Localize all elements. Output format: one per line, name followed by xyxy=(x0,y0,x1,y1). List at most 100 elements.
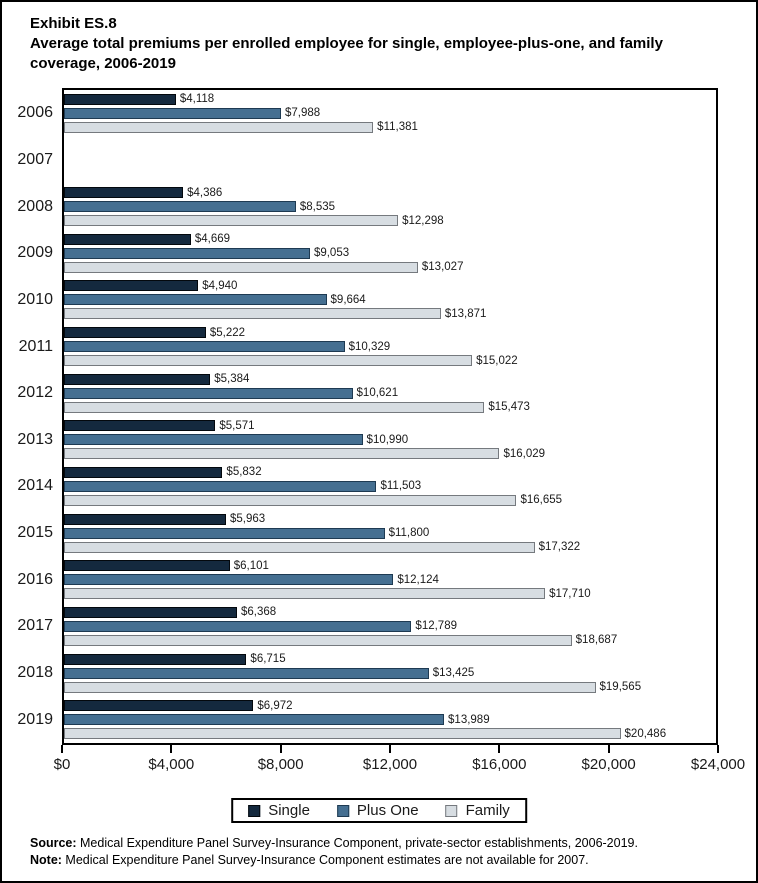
year-group-2008: 2008 $4,386 $8,535 $12,298 xyxy=(17,183,716,230)
legend-label-plus-one: Plus One xyxy=(356,802,419,819)
bar-plus-one-2014 xyxy=(64,480,377,492)
bar-single-2012 xyxy=(64,373,211,385)
bar-single-2006 xyxy=(64,93,176,105)
bar-family-2009 xyxy=(64,261,418,273)
bar-value-family-2019: $20,486 xyxy=(624,727,667,740)
bar-value-family-2010: $13,871 xyxy=(444,307,487,320)
bar-line-plus-one-2009: $9,053 xyxy=(64,247,716,260)
bar-single-2011 xyxy=(64,327,206,339)
bar-value-plus-one-2014: $11,503 xyxy=(380,480,422,493)
legend: Single Plus One Family xyxy=(231,798,527,823)
bar-line-single-2006: $4,118 xyxy=(64,93,716,106)
year-group-2013: 2013 $5,571 $10,990 $16,029 xyxy=(17,416,716,463)
bar-family-2008 xyxy=(64,215,399,227)
bar-value-family-2016: $17,710 xyxy=(549,587,591,600)
bar-line-family-2016: $17,710 xyxy=(64,587,716,600)
bar-line-single-2008: $4,386 xyxy=(64,187,716,199)
bar-value-plus-one-2010: $9,664 xyxy=(330,293,366,306)
title-block: Exhibit ES.8 Average total premiums per … xyxy=(30,14,718,74)
bar-value-plus-one-2019: $13,989 xyxy=(448,713,490,726)
year-label-2007: 2007 xyxy=(17,150,53,168)
year-label-2013: 2013 xyxy=(17,430,53,448)
bar-line-plus-one-2010: $9,664 xyxy=(64,293,716,306)
bar-family-2012 xyxy=(64,401,485,413)
legend-swatch-family xyxy=(445,804,458,817)
year-label-2010: 2010 xyxy=(17,290,53,308)
x-tick-label-6: $24,000 xyxy=(690,756,746,773)
year-label-2011: 2011 xyxy=(18,337,53,355)
bar-line-single-2012: $5,384 xyxy=(64,373,716,385)
x-tick-label-0: $0 xyxy=(53,756,71,773)
year-label-2017: 2017 xyxy=(17,617,53,635)
x-tick-label-4: $16,000 xyxy=(472,756,527,773)
bar-single-2014 xyxy=(64,466,223,478)
bar-family-2018 xyxy=(64,681,596,693)
bar-line-family-2018: $19,565 xyxy=(64,681,716,693)
bar-line-family-2014: $16,655 xyxy=(64,494,716,507)
bar-value-family-2018: $19,565 xyxy=(599,681,642,693)
bar-line-single-2007 xyxy=(64,140,716,151)
year-group-2011: 2011 $5,222 $10,329 $15,022 xyxy=(19,323,716,370)
year-label-2015: 2015 xyxy=(17,524,53,542)
bar-single-2018 xyxy=(64,653,247,665)
bar-line-plus-one-2006: $7,988 xyxy=(64,107,716,119)
bar-value-plus-one-2012: $10,621 xyxy=(356,387,399,400)
bar-value-family-2017: $18,687 xyxy=(575,634,618,647)
bar-value-single-2011: $5,222 xyxy=(209,326,246,339)
bar-value-family-2011: $15,022 xyxy=(476,354,518,367)
bar-plus-one-2016 xyxy=(64,574,394,586)
bar-single-2015 xyxy=(64,513,226,525)
bar-line-family-2010: $13,871 xyxy=(64,307,716,320)
x-axis: $0 $4,000 $8,000 $12,000 $16,000 $20,000 $24,0… xyxy=(54,745,745,781)
year-group-2014: 2014 $5,832 $11,503 $16,655 xyxy=(17,463,716,510)
legend-swatch-single xyxy=(248,804,261,817)
chart-rows: 2006 $4,118 $7,988 $11,381 2007 2008 $4,386 $8,… xyxy=(17,90,716,743)
x-tick-mark-5 xyxy=(607,745,610,753)
bar-single-2013 xyxy=(64,420,216,432)
bar-value-plus-one-2011: $10,329 xyxy=(348,340,391,353)
year-label-2018: 2018 xyxy=(17,664,53,681)
chart-title: Average total premiums per enrolled empl… xyxy=(30,35,663,72)
x-tick-mark-1 xyxy=(170,745,173,753)
x-tick-label-3: $12,000 xyxy=(362,756,418,773)
footnotes: Source: Medical Expenditure Panel Survey… xyxy=(30,835,740,869)
x-tick-label-2: $8,000 xyxy=(257,756,304,773)
year-group-2007: 2007 xyxy=(17,137,716,184)
bar-family-2019 xyxy=(64,728,621,740)
bar-line-single-2017: $6,368 xyxy=(64,606,716,618)
bar-value-plus-one-2009: $9,053 xyxy=(313,247,350,260)
bar-value-family-2012: $15,473 xyxy=(488,401,530,414)
bar-line-plus-one-2007 xyxy=(64,154,716,165)
bar-line-plus-one-2018: $13,425 xyxy=(64,667,716,679)
bar-line-plus-one-2016: $12,124 xyxy=(64,573,716,586)
exhibit-number: Exhibit ES.8 xyxy=(30,15,117,32)
bar-single-2010 xyxy=(64,280,199,292)
x-tick-mark-0 xyxy=(61,745,63,753)
bar-line-plus-one-2012: $10,621 xyxy=(64,387,716,400)
bar-value-family-2014: $16,655 xyxy=(520,494,563,507)
bar-line-single-2019: $6,972 xyxy=(64,700,716,712)
bar-value-family-2008: $12,298 xyxy=(402,214,444,227)
x-tick-mark-4 xyxy=(498,745,501,753)
year-label-2006: 2006 xyxy=(17,104,53,122)
year-label-2014: 2014 xyxy=(17,477,53,495)
bar-value-plus-one-2018: $13,425 xyxy=(432,667,475,679)
bar-value-single-2006: $4,118 xyxy=(179,93,215,106)
bar-line-family-2007 xyxy=(64,168,716,179)
year-group-2009: 2009 $4,669 $9,053 $13,027 xyxy=(17,230,716,277)
bar-single-2017 xyxy=(64,606,237,618)
bar-line-single-2011: $5,222 xyxy=(64,326,716,339)
bar-value-single-2015: $5,963 xyxy=(229,513,266,526)
bar-value-single-2014: $5,832 xyxy=(226,466,262,479)
year-group-2015: 2015 $5,963 $11,800 $17,322 xyxy=(17,510,716,557)
bar-plus-one-2018 xyxy=(64,667,429,679)
legend-swatch-plus-one xyxy=(336,804,349,817)
bar-value-family-2015: $17,322 xyxy=(538,541,581,554)
x-tick-mark-6 xyxy=(717,745,719,753)
year-group-2010: 2010 $4,940 $9,664 $13,871 xyxy=(17,277,716,324)
bar-family-2011 xyxy=(64,355,473,367)
bar-value-plus-one-2016: $12,124 xyxy=(397,573,439,586)
bar-single-2009 xyxy=(64,233,191,245)
bar-line-family-2006: $11,381 xyxy=(64,121,716,133)
x-tick-mark-3 xyxy=(389,745,391,753)
